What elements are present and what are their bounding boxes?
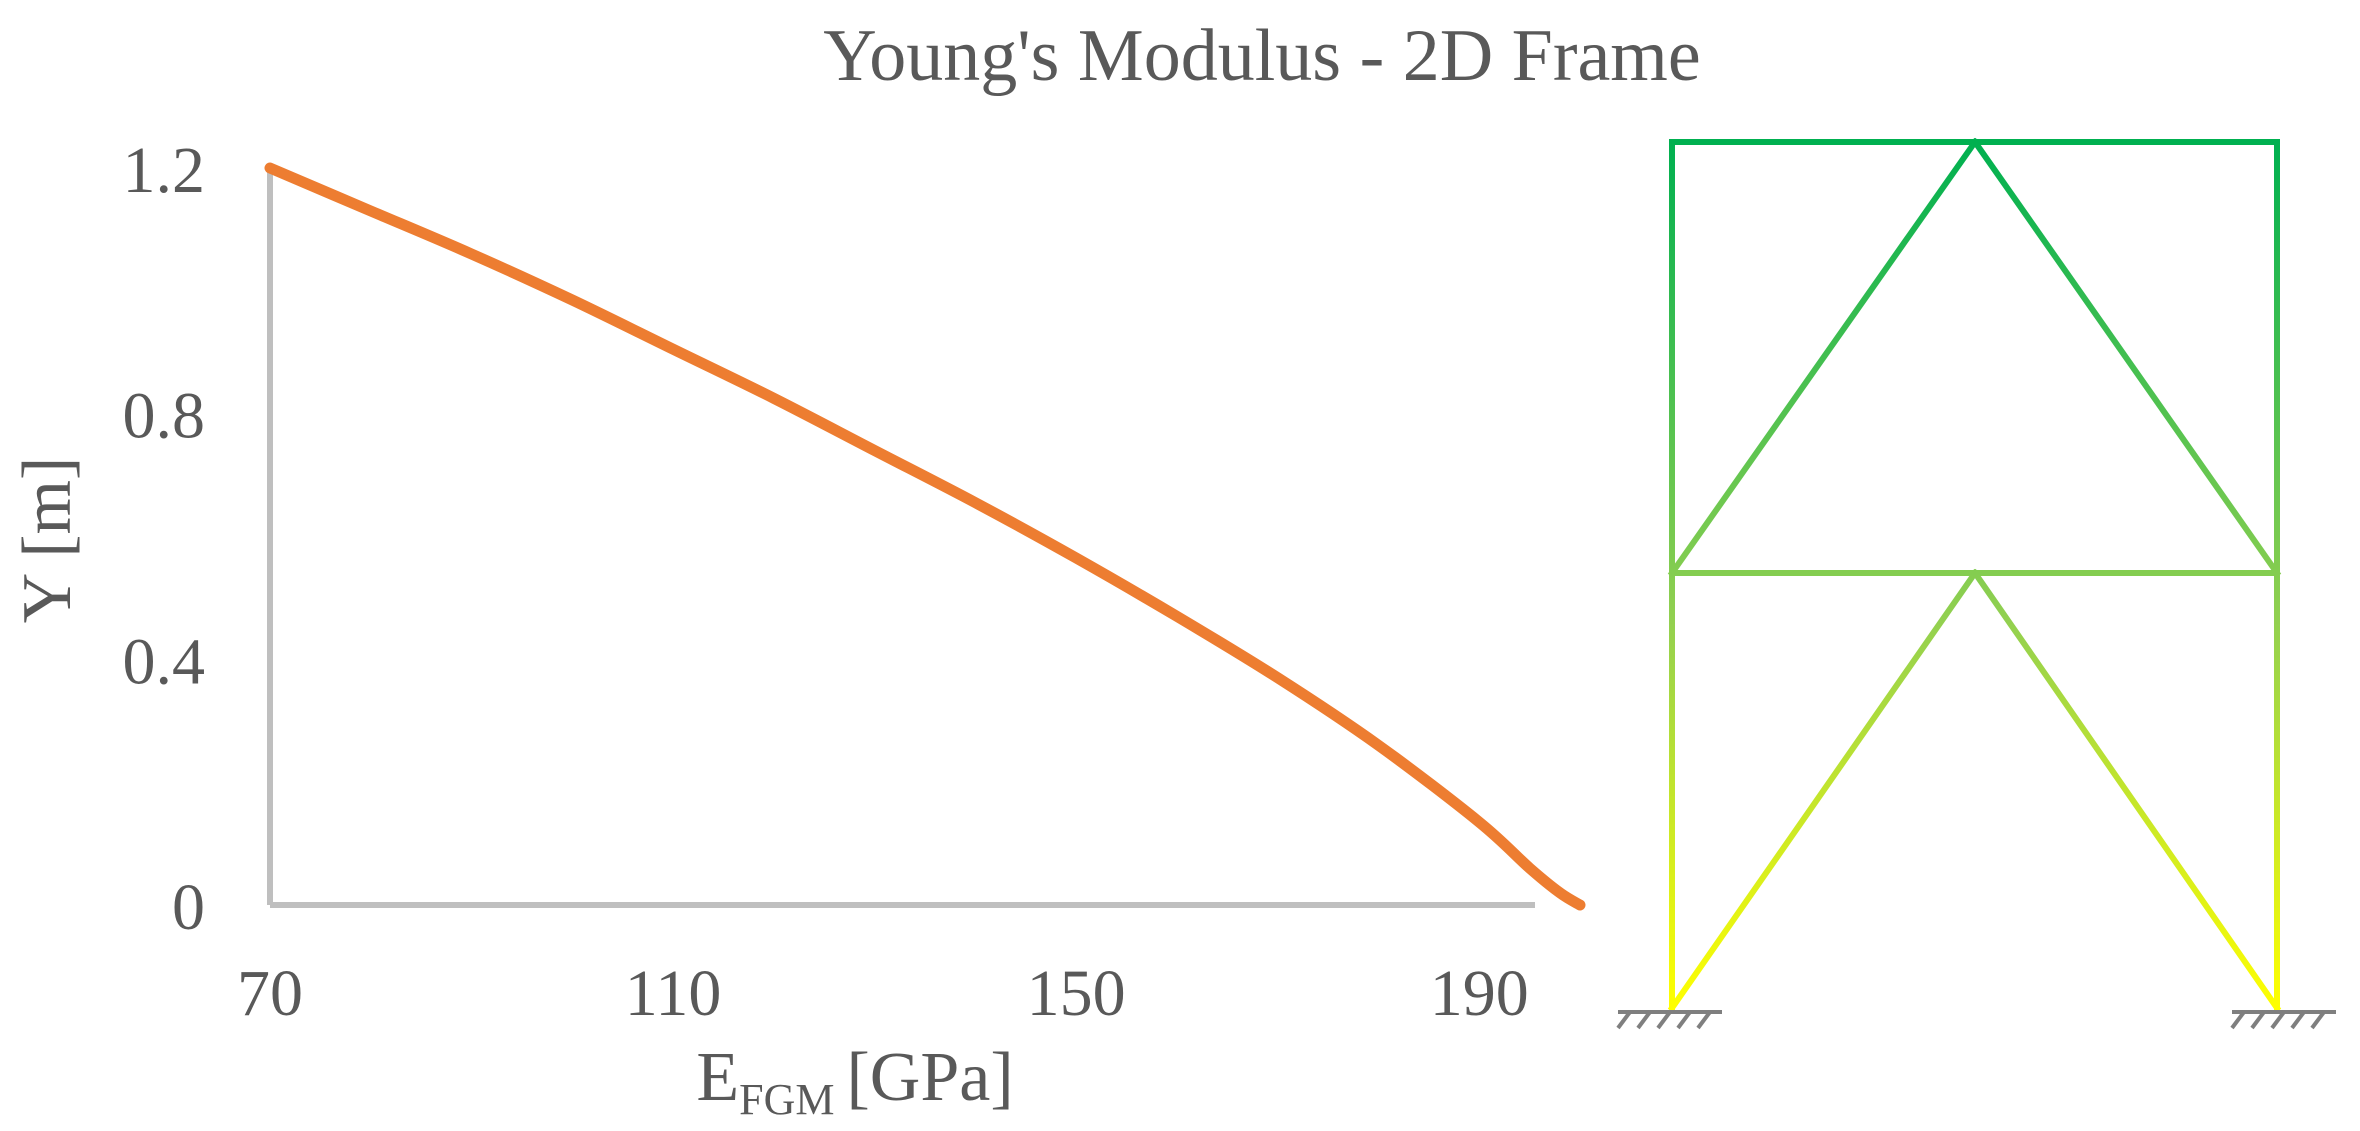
x-tick-labels: 70 110 150 190 [237,957,1529,1030]
y-tick-labels: 0 0.4 0.8 1.2 [123,134,206,944]
x-tick-label: 150 [1027,957,1126,1030]
y-tick-label: 0.8 [123,380,206,453]
y-tick-label: 0 [172,871,205,944]
left-support [1616,1010,1722,1030]
frame-diagram [1667,137,2282,1013]
y-tick-label: 0.4 [123,625,206,698]
upper-left-brace [1667,137,1980,578]
x-tick-label: 70 [237,957,303,1030]
x-tick-label: 110 [625,957,722,1030]
x-axis-label-main: E [696,1039,739,1116]
y-tick-label: 1.2 [123,134,206,207]
x-axis-label-unit: [GPa] [846,1039,1013,1116]
x-tick-label: 190 [1430,957,1529,1030]
y-axis-label: Y [m] [9,457,86,624]
lower-right-brace [1970,568,2282,1013]
series-line [264,162,1586,911]
lower-left-brace [1667,568,1980,1013]
upper-right-brace [1970,137,2282,578]
chart: 0 0.4 0.8 1.2 70 110 150 190 Y [m] EFGM [GPa] [9,134,1586,1124]
x-axis-label-sub: FGM [739,1075,834,1124]
chart-title: Young's Modulus - 2D Frame [823,15,1700,97]
x-axis-label: EFGM [GPa] [696,1039,1013,1124]
right-support [2230,1010,2336,1030]
